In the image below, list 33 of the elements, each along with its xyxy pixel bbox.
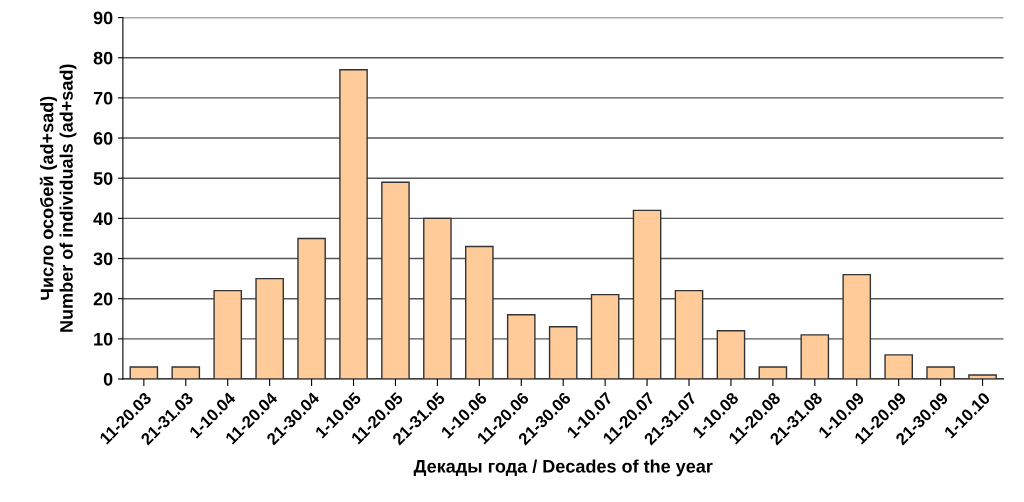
y-tick-label: 10 <box>94 332 113 346</box>
bar <box>674 289 704 380</box>
bar <box>381 181 410 380</box>
bar <box>465 245 494 380</box>
y-tick-label: 0 <box>103 372 113 386</box>
bar <box>926 366 955 380</box>
y-axis-title: Число особей (ad+sad) Number of individuals (ad+sad) <box>39 64 77 332</box>
y-tick-label: 70 <box>93 91 113 105</box>
bar <box>842 273 872 380</box>
bar <box>171 366 201 380</box>
y-tick-label: 30 <box>93 252 113 266</box>
bar <box>548 326 578 380</box>
bar <box>423 217 452 380</box>
bar <box>297 237 326 380</box>
bar <box>213 289 243 380</box>
bar <box>255 277 284 380</box>
y-tick-label: 80 <box>93 51 113 65</box>
bar <box>590 293 620 380</box>
bar <box>339 69 368 380</box>
bar <box>632 209 662 380</box>
x-axis-title: Декады года / Decades of the year <box>413 459 713 477</box>
y-tick-label: 40 <box>93 212 113 226</box>
y-tick-label: 20 <box>93 292 113 306</box>
bar <box>884 354 914 380</box>
bar <box>716 330 746 380</box>
bar <box>129 366 159 380</box>
bar <box>758 366 788 380</box>
y-tick-label: 50 <box>93 172 113 185</box>
bar <box>968 374 997 380</box>
bar <box>506 314 536 380</box>
y-tick-label: 90 <box>93 11 113 25</box>
y-tick-label: 60 <box>93 131 113 145</box>
bar <box>800 334 830 380</box>
